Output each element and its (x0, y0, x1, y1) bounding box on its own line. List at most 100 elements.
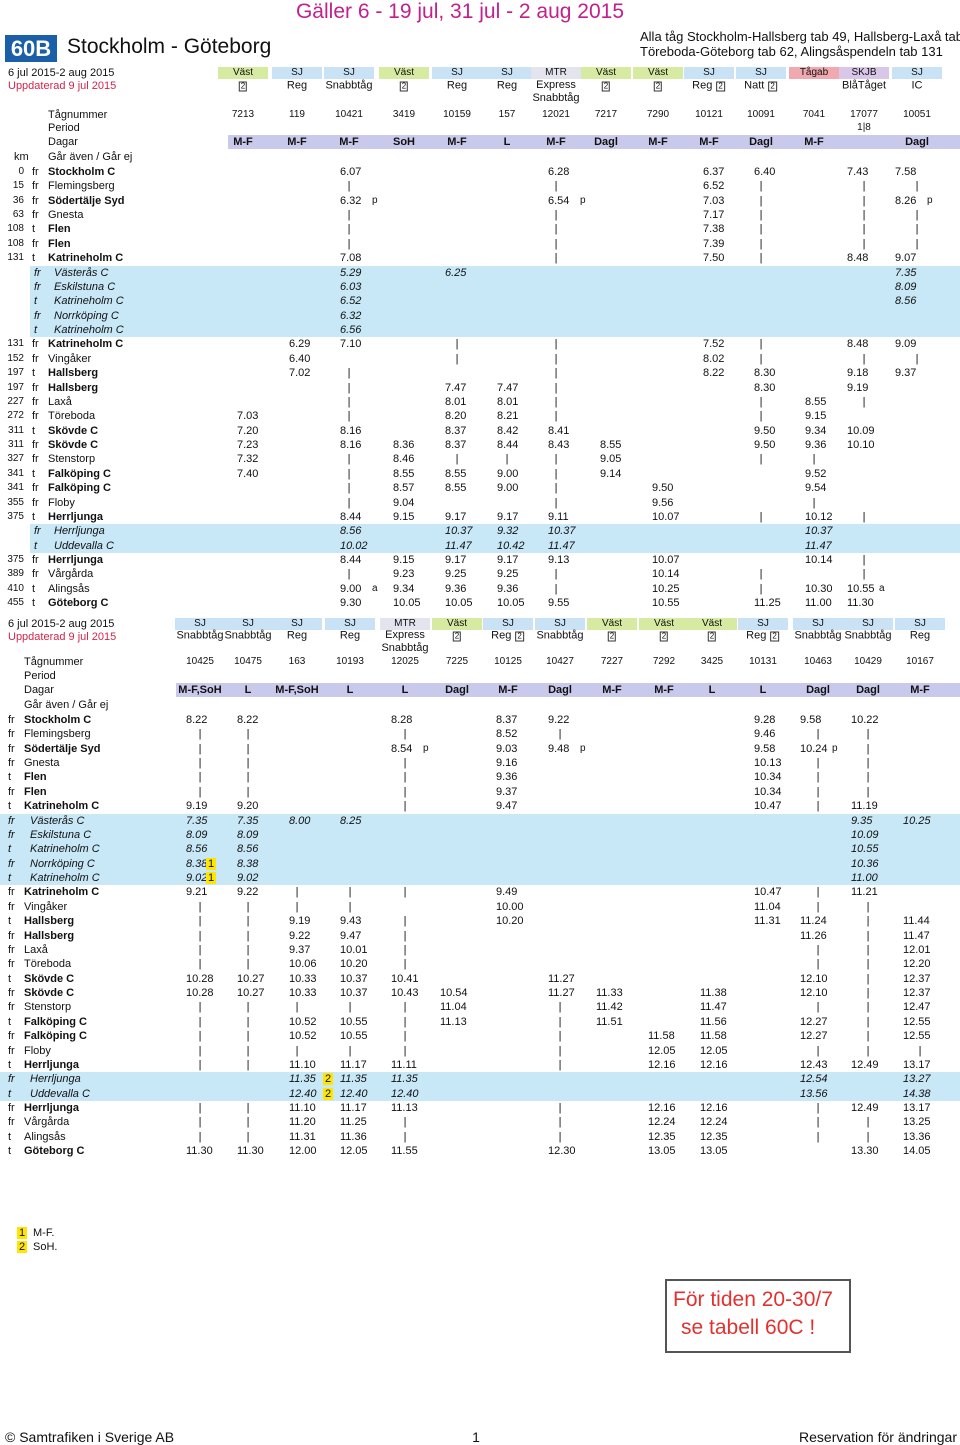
time: 9.00 (497, 467, 519, 480)
time: 8.38 (237, 857, 259, 870)
time: 11.35 (340, 1073, 367, 1086)
operator-cell (684, 67, 734, 79)
direction: t (8, 972, 12, 985)
time: 8.52 (496, 728, 518, 741)
time: 9.14 (600, 467, 622, 480)
time: 6.52 (703, 180, 725, 193)
pass-through: | (812, 453, 816, 466)
time: 10.42 (497, 539, 525, 552)
pass-through: | (816, 1130, 820, 1143)
direction: fr (32, 180, 39, 193)
time: 6.40 (289, 352, 311, 365)
train-type: Reg 2 (746, 629, 779, 642)
direction: t (8, 800, 12, 813)
pass-through: | (862, 568, 866, 581)
time: 9.37 (289, 943, 311, 956)
station: Gnesta (24, 757, 60, 770)
pass-through: | (759, 180, 763, 193)
operator-cell (324, 67, 374, 79)
operator-cell (839, 67, 889, 79)
direction: fr (32, 395, 39, 408)
direction: fr (8, 714, 15, 726)
station: Skövde C (48, 439, 99, 452)
connection-row (0, 856, 960, 872)
station: Falköping C (48, 482, 111, 495)
pass-through: | (198, 771, 202, 784)
km: 63 (12, 209, 24, 221)
direction: fr (34, 525, 41, 538)
direction: t (32, 367, 36, 380)
time-note: p (832, 742, 838, 754)
pass-through: | (455, 453, 459, 466)
direction: t (8, 915, 12, 928)
time: 10.37 (340, 972, 368, 985)
operator-cell (892, 67, 942, 79)
pass-through: | (759, 338, 763, 351)
time: 8.41 (548, 424, 570, 437)
operator-cell (432, 67, 482, 79)
pass-through: | (759, 223, 763, 236)
time-note: a (879, 582, 885, 594)
time-note: p (927, 194, 933, 206)
operator: SJ (344, 618, 356, 629)
direction: fr (32, 381, 39, 394)
time: 12.30 (548, 1145, 576, 1158)
train-type: 2 (707, 631, 717, 642)
time: 8.02 (703, 352, 725, 365)
time: 8.54 (391, 742, 413, 755)
time: 10.27 (237, 972, 265, 985)
station: Katrineholm C (54, 295, 124, 308)
pass-through: | (918, 1044, 922, 1057)
pass-through: | (347, 180, 351, 193)
station: Skövde C (48, 424, 99, 437)
operator-cell (738, 618, 788, 630)
station: Vårgårda (48, 568, 94, 581)
station: Flemingsberg (48, 180, 115, 193)
station: Stenstorp (24, 1001, 72, 1014)
pass-through: | (295, 886, 299, 899)
time: 6.54 (548, 194, 570, 207)
operator-cell (432, 618, 482, 630)
operator: Väst (653, 618, 675, 629)
time: 11.47 (445, 539, 472, 552)
km: 197 (7, 381, 24, 393)
train-number: 10131 (749, 656, 777, 667)
time: 9.13 (548, 553, 570, 566)
direction: t (32, 467, 36, 480)
time: 9.32 (497, 525, 519, 538)
pass-through: | (866, 1116, 870, 1129)
time: 7.58 (895, 166, 917, 178)
time: 12.27 (800, 1015, 828, 1028)
time: 12.24 (700, 1116, 728, 1129)
operator: Väst (595, 67, 617, 78)
pass-through: | (198, 943, 202, 956)
train-type: 2 (399, 81, 409, 92)
time: 9.58 (754, 742, 776, 755)
time: 10.55 (340, 1030, 368, 1043)
pass-through: | (759, 568, 763, 581)
operator: Väst (446, 618, 468, 629)
pass-through: | (403, 771, 407, 784)
time: 13.30 (851, 1145, 879, 1158)
train-number: 3419 (392, 109, 416, 120)
station: Flen (24, 771, 47, 784)
time: 10.00 (496, 900, 524, 913)
period-label: 6 jul 2015-2 aug 2015 (8, 67, 115, 79)
time-note: p (423, 742, 429, 754)
direction: fr (32, 553, 39, 566)
time: 7.50 (703, 252, 725, 265)
station: Herrljunga (54, 525, 105, 538)
pass-through: | (198, 900, 202, 913)
pass-through: | (246, 1001, 250, 1014)
time: 12.16 (648, 1058, 676, 1071)
train-type: Snabbtåg (224, 629, 272, 642)
time: 8.44 (340, 510, 362, 523)
time: 10.28 (186, 987, 214, 1000)
train-type: BlåTåget (841, 79, 887, 92)
pass-through: | (558, 1058, 562, 1071)
direction: t (34, 295, 38, 308)
direction: fr (8, 728, 15, 741)
time: 10.37 (548, 525, 576, 538)
train-type: Snabbtåg (325, 79, 373, 92)
connection-row (30, 308, 960, 324)
